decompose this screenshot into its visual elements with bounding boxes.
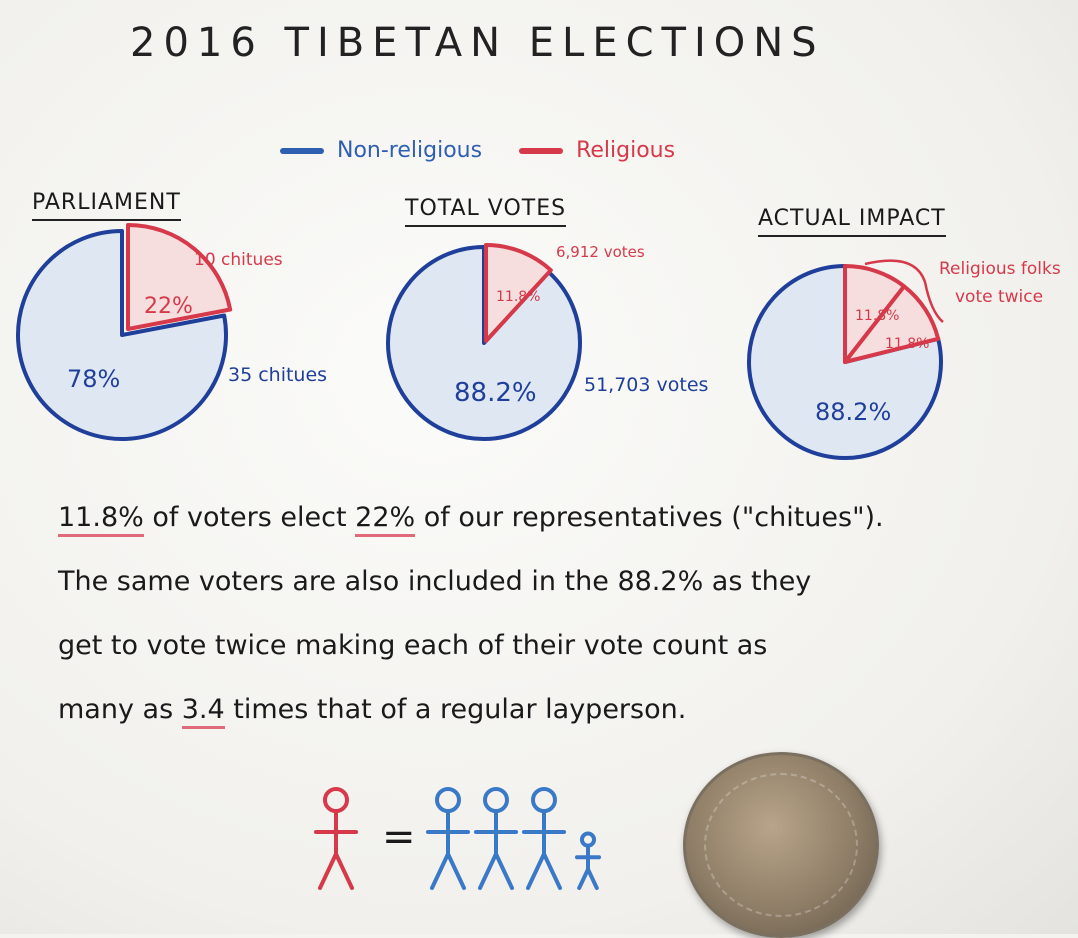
slice-note-religious: 6,912 votes [556, 243, 645, 261]
layperson-figure [426, 787, 470, 890]
layperson-figure-partial [575, 831, 601, 890]
highlight-11-8: 11.8% [58, 502, 144, 537]
annotation-text-line-2: vote twice [955, 287, 1043, 307]
pie-slice-non-religious [16, 229, 228, 441]
slice-note-religious: 10 chitues [194, 250, 283, 270]
annotation-text-line-1: Religious folks [939, 259, 1061, 279]
text-fragment: many as [58, 694, 182, 725]
legend-label: Religious [576, 138, 676, 163]
legend-item-religious: Religious [519, 138, 675, 163]
pie-slice-religious [126, 223, 233, 331]
legend-swatch-blue [280, 148, 324, 154]
slice-label-religious: 11.8% [496, 289, 540, 305]
legend-swatch-red [519, 148, 564, 154]
religious-person-figure [314, 787, 358, 890]
highlight-22: 22% [355, 502, 416, 537]
page-title: 2016 TIBETAN ELECTIONS [130, 20, 825, 66]
layperson-figure [474, 787, 518, 890]
paragraph-line-2: The same voters are also included in the… [58, 566, 812, 597]
annotation-bracket [864, 259, 944, 323]
layperson-figure [522, 787, 566, 890]
slice-label-non-religious: 88.2% [454, 378, 537, 408]
stick-figures: = [314, 787, 601, 890]
text-fragment: of our representatives ("chitues"). [415, 502, 884, 533]
paragraph-line-3: get to vote twice making each of their v… [58, 630, 768, 661]
chart-title-total-votes: TOTAL VOTES [405, 196, 567, 227]
coin-rim [704, 773, 858, 917]
slice-label-non-religious: 88.2% [815, 398, 891, 426]
highlight-3-4: 3.4 [181, 694, 225, 729]
pie-slice-non-religious [386, 245, 582, 441]
slice-label-non-religious: 78% [67, 365, 120, 393]
pie-slice-non-religious [747, 264, 943, 460]
slice-note-non-religious: 35 chitues [228, 364, 327, 386]
text-fragment: of voters elect [143, 502, 356, 533]
paragraph-line-1: 11.8% of voters elect 22% of our represe… [58, 486, 1018, 550]
equals-sign: = [382, 814, 416, 860]
explanation-paragraph: 11.8% of voters elect 22% of our represe… [58, 486, 1018, 742]
legend: Non-religious Religious [280, 138, 705, 163]
slice-label-religious-second: 11.8% [885, 336, 929, 352]
chart-title-actual-impact: ACTUAL IMPACT [758, 206, 946, 237]
slice-label-religious: 11.8% [855, 308, 899, 324]
pie-slice-religious [484, 243, 553, 343]
legend-item-non-religious: Non-religious [280, 138, 482, 163]
slice-note-non-religious: 51,703 votes [584, 374, 708, 396]
pie-slice-religious-second [843, 284, 941, 364]
coin-image [683, 752, 879, 938]
paragraph-line-4: many as 3.4 times that of a regular layp… [58, 678, 1018, 742]
chart-title-parliament: PARLIAMENT [32, 190, 181, 221]
slice-label-religious: 22% [144, 294, 193, 319]
legend-label: Non-religious [337, 138, 483, 163]
text-fragment: times that of a regular layperson. [224, 694, 687, 725]
